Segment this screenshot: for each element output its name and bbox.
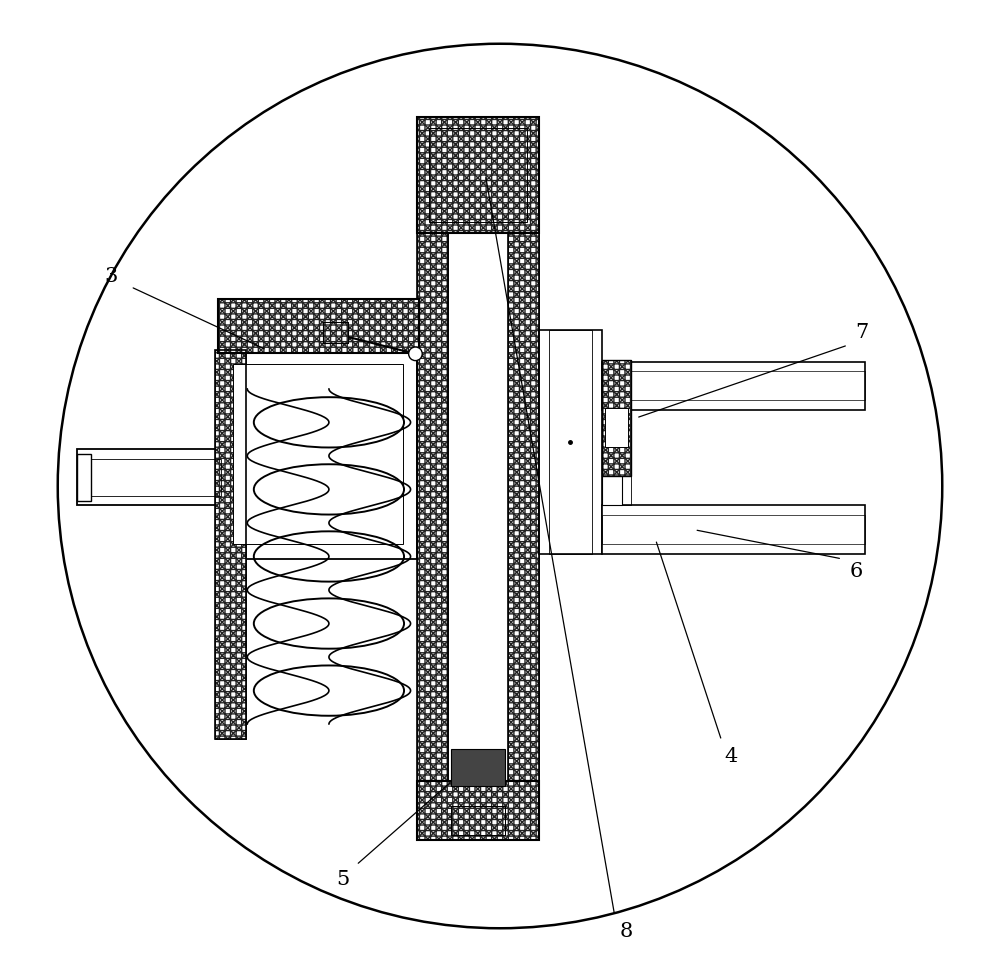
Bar [215,350,246,739]
Bar [417,117,539,233]
Bar [602,410,622,505]
Bar [508,117,539,812]
Bar [451,806,505,835]
Bar [429,128,527,222]
Bar [451,749,505,786]
Bar [218,299,419,353]
Bar [233,364,403,544]
Bar [417,781,539,840]
Bar [602,360,631,476]
Bar [215,350,246,739]
Bar [451,806,505,835]
Bar [605,408,628,447]
Bar [508,117,539,812]
Bar [323,322,348,343]
Bar [451,806,505,835]
Bar [77,449,221,505]
Bar [602,515,864,544]
Bar [417,117,539,233]
Text: 4: 4 [725,746,738,766]
Bar [602,371,864,400]
Text: 8: 8 [620,921,633,941]
Text: 3: 3 [105,266,118,286]
Text: 5: 5 [336,870,349,889]
Text: 7: 7 [855,323,868,342]
Bar [417,781,539,840]
Bar [417,117,448,812]
Bar [417,781,539,840]
Bar [602,360,631,476]
Bar [622,410,631,505]
Bar [602,360,631,476]
Bar [77,459,221,496]
Bar [508,117,539,812]
Circle shape [409,347,422,361]
Bar [218,299,419,353]
Bar [448,117,508,812]
Bar [218,299,419,353]
Bar [218,350,417,559]
Bar [323,322,348,343]
Text: 6: 6 [849,562,862,581]
Bar [77,454,91,501]
Bar [417,117,539,233]
Bar [417,117,448,812]
Bar [602,505,864,554]
Bar [417,117,448,812]
Bar [539,330,602,554]
Bar [549,330,592,554]
Bar [602,362,864,410]
Bar [323,322,348,343]
Bar [215,350,246,739]
